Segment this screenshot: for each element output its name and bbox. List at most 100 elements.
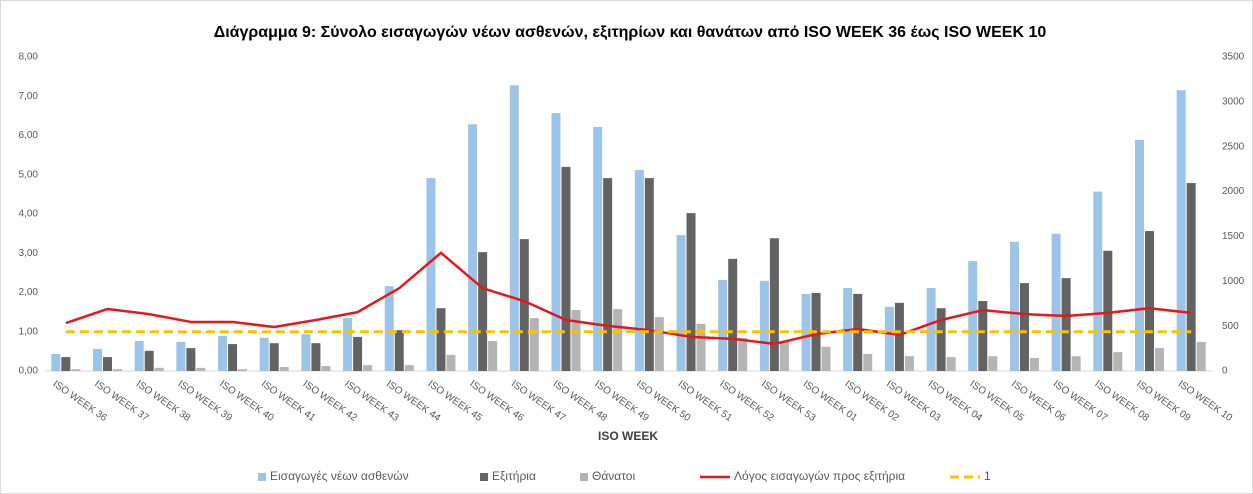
bar [144,350,154,371]
y-tick-label: 7,00 [19,91,39,102]
bar [593,126,603,371]
y2-tick-label: 3000 [1222,96,1245,107]
bar [561,166,571,371]
bar [551,113,561,372]
bar [571,309,581,371]
bar [759,280,769,371]
legend-swatch [480,473,488,481]
y2-tick-label: 500 [1222,321,1239,332]
bar [926,288,936,371]
bar [519,239,529,371]
bar [1093,191,1103,371]
bar [176,341,186,371]
bar [769,238,779,371]
bar [384,286,394,371]
legend-label: Θάνατοι [592,469,635,483]
chart-title: Διάγραμμα 9: Σύνολο εισαγωγών νέων ασθεν… [214,24,1047,41]
legend-swatch [580,473,588,481]
legend-label: Εξιτήρια [492,469,536,483]
legend-label: 1 [984,469,991,483]
bar [904,356,914,371]
y-tick-label: 0,00 [19,366,39,377]
bar [894,302,904,371]
bar [988,356,998,371]
bar [1009,241,1019,371]
y2-tick-label: 2500 [1222,141,1245,152]
bar [738,337,748,371]
bar [509,85,519,371]
bar [821,346,831,371]
bar [1029,357,1039,371]
line-series [65,251,1192,346]
bar [884,306,894,371]
bar [978,301,988,371]
legend-label: Λόγος εισαγωγών προς εξιτήρια [734,469,905,483]
bar [936,308,946,371]
bar [468,124,478,372]
bar [103,357,113,371]
bar [279,366,289,371]
bar [946,357,956,371]
bar [436,308,446,371]
x-axis-title: ISO WEEK [598,429,658,443]
bar [218,336,228,371]
y-tick-label: 4,00 [19,209,39,220]
y-tick-label: 2,00 [19,287,39,298]
bar [801,293,811,371]
y2-tick-label: 0 [1222,366,1228,377]
bar [863,353,873,371]
legend-label: Εισαγωγές νέων ασθενών [270,469,409,483]
y2-tick-label: 1000 [1222,276,1245,287]
bar [353,336,363,371]
y-tick-label: 1,00 [19,326,39,337]
bar [478,252,488,371]
bar [394,330,404,371]
bar [968,261,978,371]
bar [113,369,123,371]
bar [259,337,269,371]
bar [1113,352,1123,371]
bar [134,340,144,371]
bar [363,365,373,371]
y-tick-label: 8,00 [19,52,39,63]
bar [1196,341,1206,371]
bar [1051,233,1061,371]
bar [311,343,321,371]
bar [238,369,248,371]
y-tick-label: 6,00 [19,130,39,141]
bar [61,357,71,371]
y-tick-label: 5,00 [19,169,39,180]
bar [71,369,81,371]
bar [1154,348,1164,371]
y2-tick-label: 2000 [1222,186,1245,197]
bar [696,323,706,371]
bar [228,344,238,371]
bar [718,279,728,371]
y2-tick-label: 1500 [1222,231,1245,242]
bar [343,318,353,371]
bar [1103,250,1113,371]
bar [186,348,196,371]
bar [321,366,331,371]
y2-tick-label: 3500 [1222,52,1245,63]
bar [1071,356,1081,371]
bar [1134,139,1144,371]
bar [301,334,311,371]
bar [613,309,623,371]
bar [654,317,664,371]
bar [93,349,103,371]
bar [154,367,164,371]
bar [603,178,613,371]
bar [488,340,498,371]
bar [51,353,61,371]
bar [426,178,436,371]
y-tick-label: 3,00 [19,248,39,259]
bar [404,365,414,371]
bar [779,340,789,371]
bar [644,178,654,371]
bar [196,367,206,371]
bar [1019,283,1029,371]
bar [634,170,644,371]
